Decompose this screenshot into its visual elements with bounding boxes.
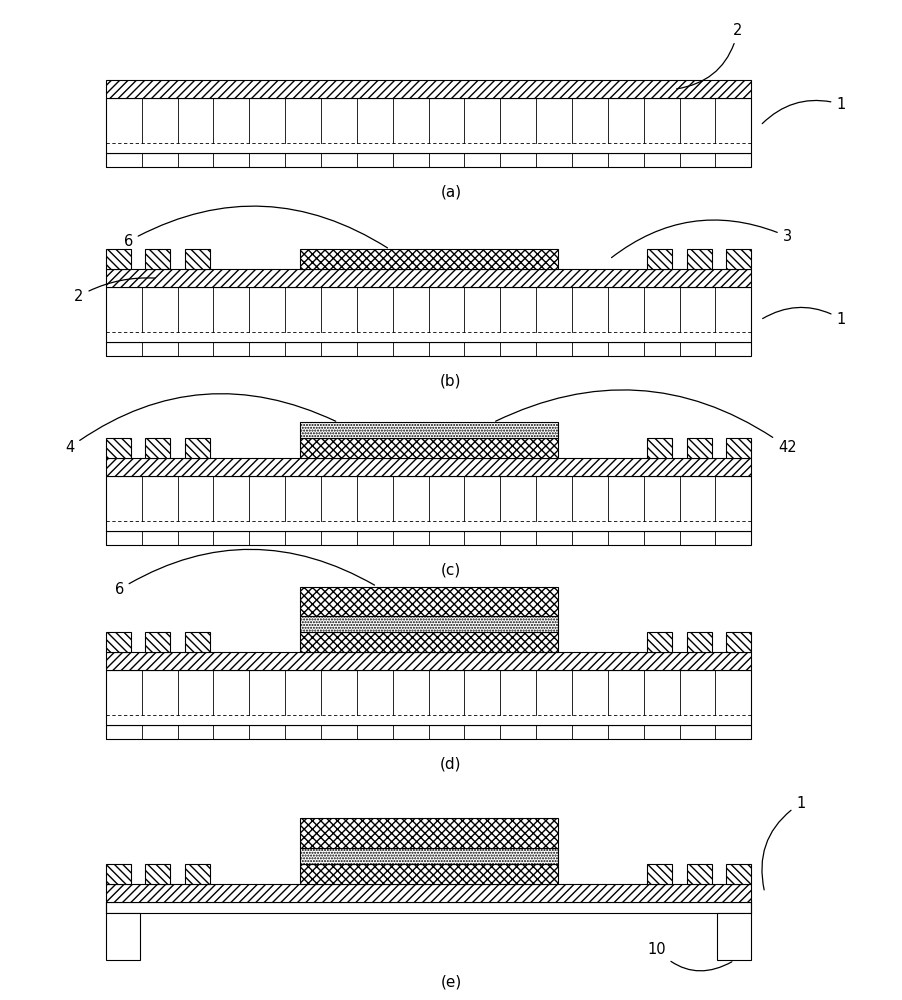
Text: 6: 6 xyxy=(124,206,388,249)
Bar xyxy=(648,438,672,458)
Text: 2: 2 xyxy=(676,23,742,89)
Text: 6: 6 xyxy=(115,549,374,597)
Bar xyxy=(185,249,210,269)
Bar xyxy=(299,818,557,848)
Text: (b): (b) xyxy=(440,373,462,388)
Bar xyxy=(726,864,751,884)
Bar xyxy=(726,632,751,652)
Bar xyxy=(185,632,210,652)
Bar xyxy=(299,616,557,632)
Bar xyxy=(686,864,712,884)
Bar xyxy=(106,864,131,884)
Bar xyxy=(648,864,672,884)
Bar xyxy=(185,864,210,884)
Bar xyxy=(686,438,712,458)
Bar xyxy=(185,438,210,458)
Bar xyxy=(648,632,672,652)
Text: (e): (e) xyxy=(440,975,462,990)
Text: (d): (d) xyxy=(440,756,462,771)
Bar xyxy=(299,848,557,864)
Bar xyxy=(106,153,751,167)
Text: 4: 4 xyxy=(65,394,336,455)
Text: 1: 1 xyxy=(763,307,845,327)
Text: 3: 3 xyxy=(612,220,792,258)
Bar xyxy=(106,670,751,725)
Bar xyxy=(106,632,131,652)
Bar xyxy=(106,342,751,356)
Bar xyxy=(726,438,751,458)
Bar xyxy=(106,913,140,960)
Bar xyxy=(145,438,170,458)
Bar xyxy=(686,249,712,269)
Text: 2: 2 xyxy=(74,278,155,304)
Bar xyxy=(726,249,751,269)
Bar xyxy=(299,864,557,884)
Bar xyxy=(106,458,751,476)
Text: 1: 1 xyxy=(762,796,805,890)
Bar xyxy=(106,287,751,342)
Text: (a): (a) xyxy=(440,184,462,199)
Bar xyxy=(106,80,751,98)
Bar xyxy=(686,632,712,652)
Bar xyxy=(106,902,751,913)
Bar xyxy=(299,632,557,652)
Bar xyxy=(106,98,751,153)
Bar xyxy=(106,249,131,269)
Text: 1: 1 xyxy=(762,97,845,124)
Text: 42: 42 xyxy=(495,390,796,455)
Text: 10: 10 xyxy=(648,942,732,971)
Bar xyxy=(106,269,751,287)
Bar xyxy=(299,438,557,458)
Bar xyxy=(106,725,751,739)
Bar xyxy=(717,913,751,960)
Bar xyxy=(106,438,131,458)
Bar xyxy=(106,476,751,531)
Bar xyxy=(106,652,751,670)
Bar xyxy=(145,632,170,652)
Bar xyxy=(299,249,557,269)
Bar xyxy=(145,864,170,884)
Bar xyxy=(106,884,751,902)
Text: (c): (c) xyxy=(441,562,461,577)
Bar xyxy=(299,587,557,616)
Bar xyxy=(106,531,751,545)
Bar xyxy=(648,249,672,269)
Bar xyxy=(145,249,170,269)
Bar xyxy=(299,422,557,438)
